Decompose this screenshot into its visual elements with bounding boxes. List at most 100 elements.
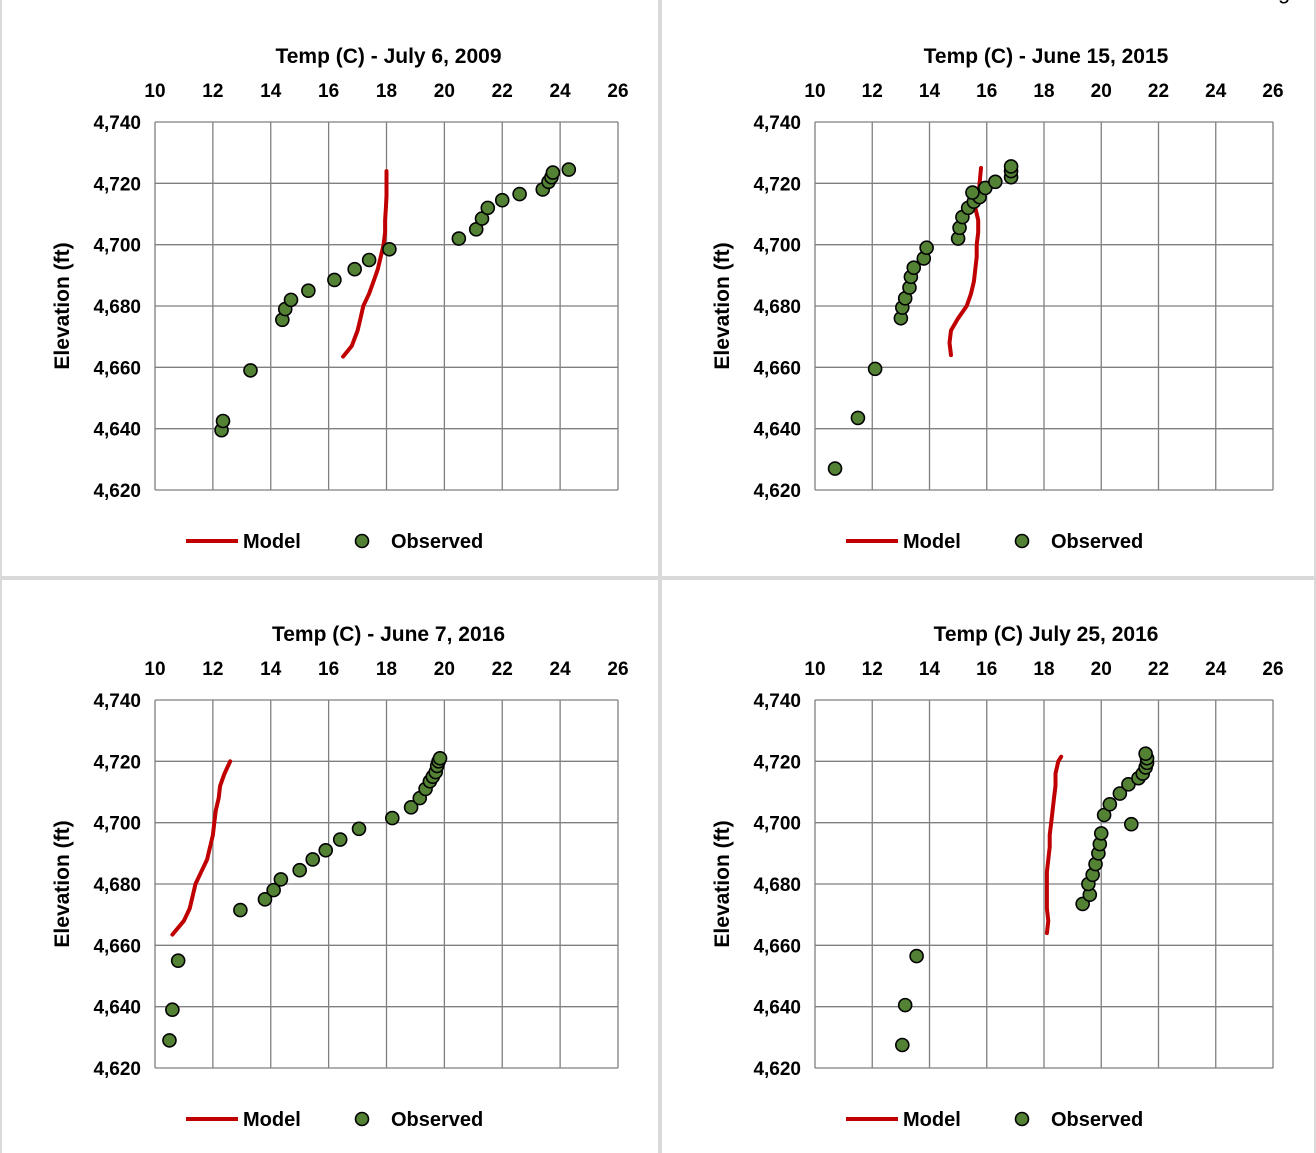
x-tick-label: 18: [1033, 81, 1054, 102]
y-tick-label: 4,620: [93, 481, 141, 502]
observed-point: [347, 261, 362, 277]
x-tick-label: 10: [804, 81, 825, 102]
y-tick-label: 4,660: [753, 936, 801, 957]
y-tick-label: 4,680: [753, 297, 801, 318]
x-tick-label: 10: [144, 81, 165, 102]
legend-model-label: Model: [903, 531, 961, 553]
x-tick-label: 26: [607, 81, 628, 102]
y-tick-label: 4,620: [93, 1059, 141, 1080]
x-tick-label: 20: [1091, 659, 1112, 680]
y-axis-label: Elevation (ft): [711, 820, 734, 947]
x-tick-label: 10: [144, 659, 165, 680]
chart-3: 10 12 14 16 18 20 22 24 26 4,740 4,720 4,700 4,680 4,…: [51, 623, 629, 1131]
charts: 10 12 14 16 18 20 22 24 26 4,740 4,720 4,700 4,680 4,…: [51, 45, 1284, 1131]
x-tick-label: 10: [804, 659, 825, 680]
observed-point: [162, 1033, 177, 1048]
y-tick-label: 4,620: [753, 1059, 801, 1080]
observed-point: [384, 810, 400, 826]
observed-point: [170, 953, 186, 968]
observed-point: [1102, 796, 1118, 812]
observed-point: [243, 363, 258, 378]
observed-point: [351, 821, 367, 837]
observed-point: [327, 272, 342, 288]
y-tick-label: 4,680: [93, 875, 141, 896]
chart-4: 10 12 14 16 18 20 22 24 26 4,740 4,720 4,700 4,680 4,…: [711, 623, 1284, 1131]
observed-point: [292, 862, 307, 878]
observed-point: [318, 842, 334, 858]
y-tick-label: 4,640: [753, 998, 801, 1019]
x-tick-label: 24: [1205, 81, 1227, 102]
chart-title: Temp (C) - July 6, 2009: [275, 45, 501, 68]
observed-point: [545, 165, 561, 180]
chart-title: Temp (C) - June 15, 2015: [924, 45, 1169, 68]
x-tick-label: 12: [202, 659, 223, 680]
x-tick-label: 22: [1148, 659, 1169, 680]
x-tick-label: 14: [260, 659, 282, 680]
y-tick-label: 4,700: [93, 814, 141, 835]
y-tick-label: 4,700: [753, 236, 801, 257]
x-tick-label: 22: [1148, 81, 1169, 102]
legend-model-label: Model: [243, 1109, 301, 1131]
legend-observed-swatch: [1014, 1111, 1030, 1127]
model-line: [1044, 754, 1064, 936]
y-tick-label: 4,640: [753, 420, 801, 441]
chart-title: Temp (C) - June 7, 2016: [272, 623, 505, 646]
y-tick-label: 4,620: [753, 481, 801, 502]
x-tick-label: 16: [976, 659, 997, 680]
y-tick-label: 4,740: [93, 691, 141, 712]
x-tick-label: 24: [1205, 659, 1227, 680]
model-line: [341, 169, 389, 359]
observed-point: [301, 283, 316, 298]
y-tick-label: 4,720: [753, 752, 801, 773]
observed-point: [895, 1037, 910, 1053]
observed-point: [906, 260, 922, 275]
y-tick-label: 4,660: [93, 358, 141, 379]
observed-point: [273, 872, 289, 887]
y-tick-label: 4,640: [93, 420, 141, 441]
x-tick-label: 24: [550, 81, 572, 102]
x-tick-label: 18: [1033, 659, 1054, 680]
y-axis-label: Elevation (ft): [51, 820, 74, 947]
observed-point: [850, 410, 866, 426]
legend-observed-label: Observed: [391, 1109, 483, 1131]
observed-point: [283, 292, 299, 308]
x-tick-label: 22: [492, 81, 513, 102]
top-right-text: g: [1278, 0, 1290, 4]
observed-point: [266, 882, 281, 898]
y-tick-label: 4,660: [93, 936, 141, 957]
y-tick-label: 4,720: [93, 174, 141, 195]
x-tick-label: 14: [919, 659, 941, 680]
observed-point: [432, 750, 448, 766]
x-tick-label: 20: [434, 81, 455, 102]
x-tick-label: 26: [1262, 81, 1283, 102]
observed-point: [919, 240, 934, 256]
x-tick-label: 18: [376, 81, 397, 102]
y-tick-label: 4,640: [93, 998, 141, 1019]
y-tick-label: 4,700: [753, 814, 801, 835]
x-tick-label: 26: [1262, 659, 1283, 680]
chart-2: 10 12 14 16 18 20 22 24 26 4,740 4,720 4,700 4,680 4,…: [711, 45, 1284, 553]
x-tick-label: 14: [260, 81, 282, 102]
chart-title: Temp (C) July 25, 2016: [934, 623, 1159, 646]
observed-point: [332, 832, 348, 847]
observed-point: [988, 174, 1003, 190]
x-tick-label: 24: [550, 659, 572, 680]
y-tick-label: 4,680: [753, 875, 801, 896]
y-tick-label: 4,740: [753, 113, 801, 134]
observed-point: [215, 413, 231, 429]
x-tick-label: 20: [1091, 81, 1112, 102]
x-tick-label: 18: [376, 659, 397, 680]
x-tick-label: 12: [862, 659, 883, 680]
x-tick-label: 12: [862, 81, 883, 102]
legend-observed-swatch: [354, 533, 370, 549]
observed-point: [1124, 816, 1139, 832]
observed-point: [480, 200, 496, 216]
y-axis-label: Elevation (ft): [711, 242, 734, 369]
legend-observed-swatch: [354, 1111, 370, 1127]
observed-point: [382, 241, 397, 257]
observed-point: [1112, 786, 1128, 801]
legend-observed-label: Observed: [391, 531, 483, 553]
observed-point: [867, 361, 883, 377]
x-tick-label: 22: [492, 659, 513, 680]
